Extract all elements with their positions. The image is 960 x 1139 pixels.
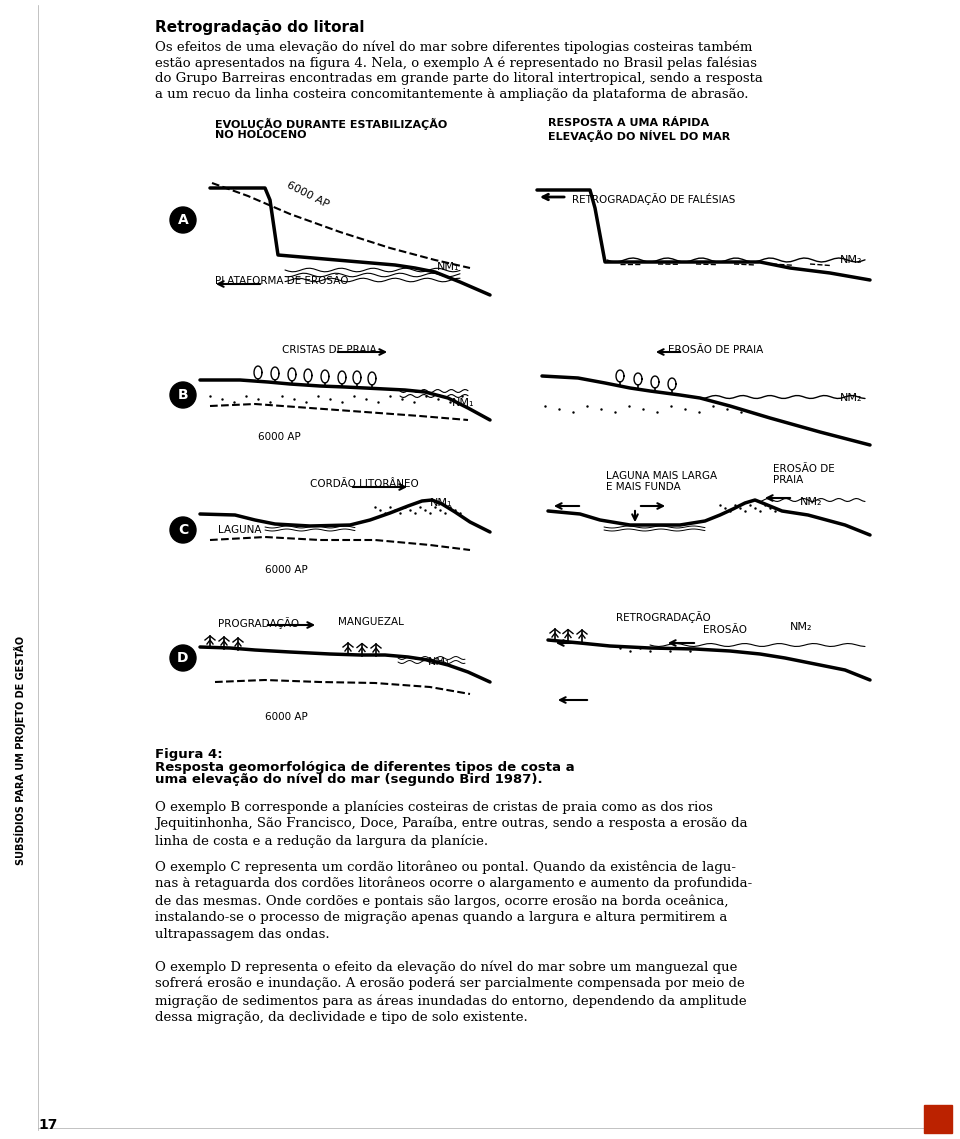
Text: CRISTAS DE PRAIA: CRISTAS DE PRAIA <box>282 345 376 355</box>
Text: Resposta geomorfológica de diferentes tipos de costa a: Resposta geomorfológica de diferentes ti… <box>155 761 575 775</box>
Text: ELEVAÇÃO DO NÍVEL DO MAR: ELEVAÇÃO DO NÍVEL DO MAR <box>548 130 731 142</box>
Text: D: D <box>178 652 189 665</box>
Text: RETROGRADAÇÃO DE FALÉSIAS: RETROGRADAÇÃO DE FALÉSIAS <box>572 192 735 205</box>
Text: RETROGRADAÇÃO: RETROGRADAÇÃO <box>616 611 710 623</box>
Text: LAGUNA MAIS LARGA: LAGUNA MAIS LARGA <box>606 472 717 481</box>
Text: Figura 4:: Figura 4: <box>155 748 223 761</box>
Polygon shape <box>616 370 624 382</box>
Text: sofrerá erosão e inundação. A erosão poderá ser parcialmente compensada por meio: sofrerá erosão e inundação. A erosão pod… <box>155 977 745 991</box>
Text: SUBSÍDIOS PARA UM PROJETO DE GESTÃO: SUBSÍDIOS PARA UM PROJETO DE GESTÃO <box>14 636 26 865</box>
Text: NM₂: NM₂ <box>790 622 812 632</box>
Text: B: B <box>178 388 188 402</box>
Text: O exemplo B corresponde a planícies costeiras de cristas de praia como as dos ri: O exemplo B corresponde a planícies cost… <box>155 800 713 813</box>
Text: O exemplo C representa um cordão litorâneo ou pontal. Quando da existência de la: O exemplo C representa um cordão litorân… <box>155 860 736 874</box>
Text: MANGUEZAL: MANGUEZAL <box>338 617 404 626</box>
Text: 6000 AP: 6000 AP <box>265 712 308 722</box>
Text: O exemplo D representa o efeito da elevação do nível do mar sobre um manguezal q: O exemplo D representa o efeito da eleva… <box>155 960 737 974</box>
Circle shape <box>170 207 196 233</box>
Text: EROSÃO DE: EROSÃO DE <box>773 464 835 474</box>
Polygon shape <box>321 370 329 383</box>
Text: NM₁: NM₁ <box>437 262 460 272</box>
Circle shape <box>170 382 196 408</box>
Text: NO HOLOCENO: NO HOLOCENO <box>215 130 306 140</box>
Text: PLATAFORMA DE EROSÃO: PLATAFORMA DE EROSÃO <box>215 276 348 286</box>
Text: instalando-se o processo de migração apenas quando a largura e altura permitirem: instalando-se o processo de migração ape… <box>155 911 728 924</box>
Circle shape <box>170 645 196 671</box>
Text: NM₂: NM₂ <box>840 393 862 403</box>
Text: do Grupo Barreiras encontradas em grande parte do litoral intertropical, sendo a: do Grupo Barreiras encontradas em grande… <box>155 72 763 85</box>
Polygon shape <box>353 371 361 384</box>
Polygon shape <box>634 372 642 385</box>
Text: RESPOSTA A UMA RÁPIDA: RESPOSTA A UMA RÁPIDA <box>548 118 709 128</box>
Polygon shape <box>338 371 346 384</box>
Text: nas à retaguarda dos cordões litorâneos ocorre o alargamento e aumento da profun: nas à retaguarda dos cordões litorâneos … <box>155 877 753 891</box>
Text: estão apresentados na figura 4. Nela, o exemplo A é representado no Brasil pelas: estão apresentados na figura 4. Nela, o … <box>155 56 757 69</box>
Text: NM₁: NM₁ <box>428 657 450 667</box>
Text: EVOLUÇÃO DURANTE ESTABILIZAÇÃO: EVOLUÇÃO DURANTE ESTABILIZAÇÃO <box>215 118 447 130</box>
Text: C: C <box>178 523 188 536</box>
Polygon shape <box>254 366 262 379</box>
Text: PROGRADAÇÃO: PROGRADAÇÃO <box>218 617 300 629</box>
Polygon shape <box>368 372 376 385</box>
Text: uma elevação do nível do mar (segundo Bird 1987).: uma elevação do nível do mar (segundo Bi… <box>155 773 542 786</box>
Circle shape <box>170 517 196 543</box>
Polygon shape <box>271 367 279 380</box>
Polygon shape <box>651 376 659 388</box>
Text: NM₁: NM₁ <box>430 498 452 508</box>
Text: EROSÃO DE PRAIA: EROSÃO DE PRAIA <box>668 345 763 355</box>
Text: linha de costa e a redução da largura da planície.: linha de costa e a redução da largura da… <box>155 834 488 847</box>
Text: Retrogradação do litoral: Retrogradação do litoral <box>155 21 365 35</box>
Text: NM₂: NM₂ <box>800 497 823 507</box>
Text: EROSÃO: EROSÃO <box>703 625 747 636</box>
Text: NM₁: NM₁ <box>452 398 474 408</box>
Text: 6000 AP: 6000 AP <box>265 565 308 575</box>
Text: 6000 AP: 6000 AP <box>258 432 300 442</box>
Text: A: A <box>178 213 188 227</box>
Polygon shape <box>288 368 296 380</box>
Text: NM₂: NM₂ <box>840 255 862 265</box>
Text: dessa migração, da declividade e tipo de solo existente.: dessa migração, da declividade e tipo de… <box>155 1011 528 1024</box>
Text: ultrapassagem das ondas.: ultrapassagem das ondas. <box>155 928 329 941</box>
Text: Os efeitos de uma elevação do nível do mar sobre diferentes tipologias costeiras: Os efeitos de uma elevação do nível do m… <box>155 40 753 54</box>
Text: de das mesmas. Onde cordões e pontais são largos, ocorre erosão na borda oceânic: de das mesmas. Onde cordões e pontais sã… <box>155 894 729 908</box>
Text: LAGUNA: LAGUNA <box>218 525 261 535</box>
Text: a um recuo da linha costeira concomitantemente à ampliação da plataforma de abra: a um recuo da linha costeira concomitant… <box>155 88 749 101</box>
Text: CORDÃO LITORÂNEO: CORDÃO LITORÂNEO <box>310 480 419 489</box>
Text: migração de sedimentos para as áreas inundadas do entorno, dependendo da amplitu: migração de sedimentos para as áreas inu… <box>155 994 747 1008</box>
Text: PRAIA: PRAIA <box>773 475 804 485</box>
Text: E MAIS FUNDA: E MAIS FUNDA <box>606 482 681 492</box>
Bar <box>924 1105 952 1133</box>
Text: Jequitinhonha, São Francisco, Doce, Paraíba, entre outras, sendo a resposta a er: Jequitinhonha, São Francisco, Doce, Para… <box>155 817 748 830</box>
Text: 6000 AP: 6000 AP <box>285 180 330 210</box>
Polygon shape <box>304 369 312 382</box>
Text: 17: 17 <box>38 1118 58 1132</box>
Polygon shape <box>668 378 676 390</box>
